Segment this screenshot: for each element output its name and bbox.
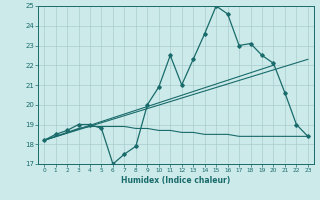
X-axis label: Humidex (Indice chaleur): Humidex (Indice chaleur) xyxy=(121,176,231,185)
